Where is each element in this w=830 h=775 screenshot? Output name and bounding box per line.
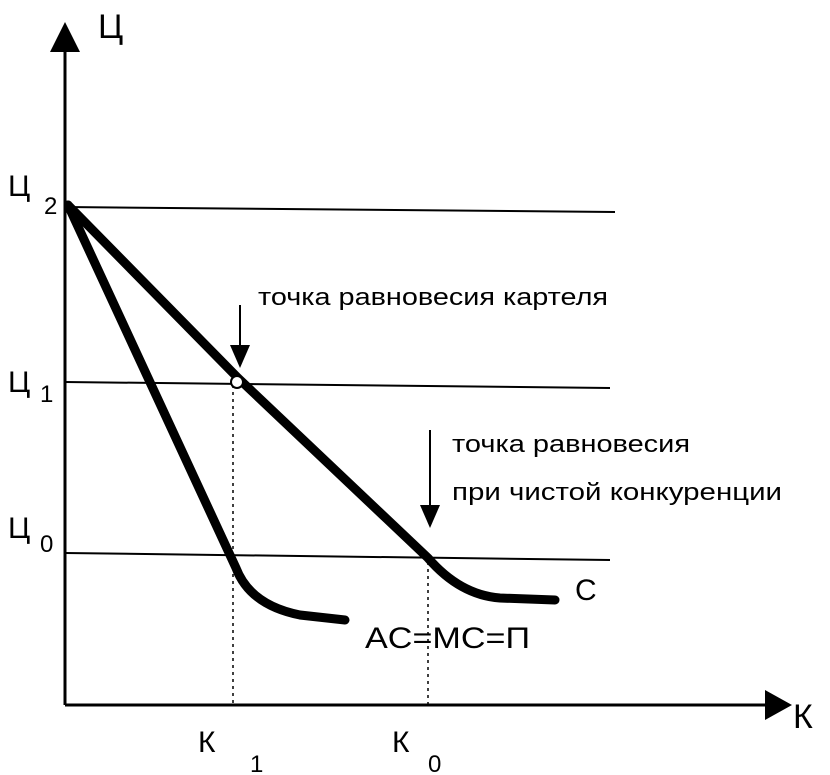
demand-curve [63,200,560,605]
x-axis-label: К [793,698,813,736]
y-axis-label: Ц [98,8,123,46]
annotation: при чистой конкуренции [452,479,782,506]
price-line [64,552,611,561]
quantity-label: К [198,726,216,759]
price-line [64,206,616,213]
quantity-sub: 0 [428,751,441,775]
y-arrow [50,22,80,52]
pointer-head [230,345,250,368]
price-label: Ц [8,170,30,203]
curve-label: C [575,574,597,607]
annotation: точка равновесия [452,431,690,458]
pointer-head [420,505,440,528]
quantity-label: К [392,726,410,759]
mr-curve [63,200,350,625]
price-sub: 1 [40,381,53,408]
annotation: точка равновесия картеля [258,284,608,311]
curve-label: AC=MC=П [365,622,530,655]
price-label: Ц [8,512,30,545]
price-line [64,381,611,389]
equilibrium-point [230,375,244,389]
quantity-sub: 1 [250,751,263,775]
price-sub: 0 [40,531,53,558]
x-arrow [765,690,792,720]
price-sub: 2 [44,193,57,220]
price-label: Ц [8,366,30,399]
